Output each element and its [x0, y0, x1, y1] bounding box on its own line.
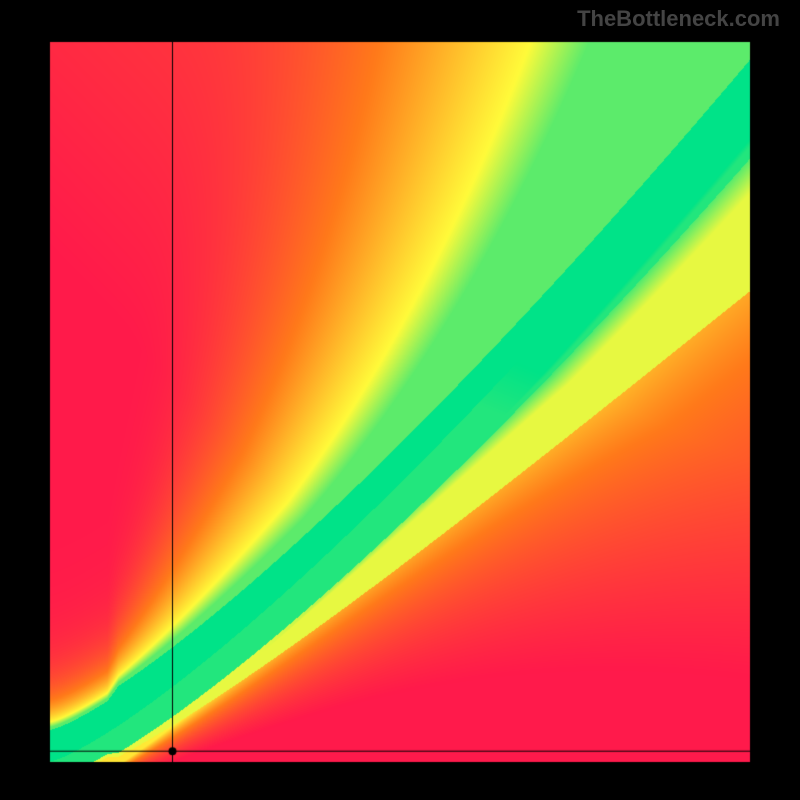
heatmap-canvas — [0, 0, 800, 800]
chart-container: TheBottleneck.com — [0, 0, 800, 800]
watermark-text: TheBottleneck.com — [577, 6, 780, 32]
